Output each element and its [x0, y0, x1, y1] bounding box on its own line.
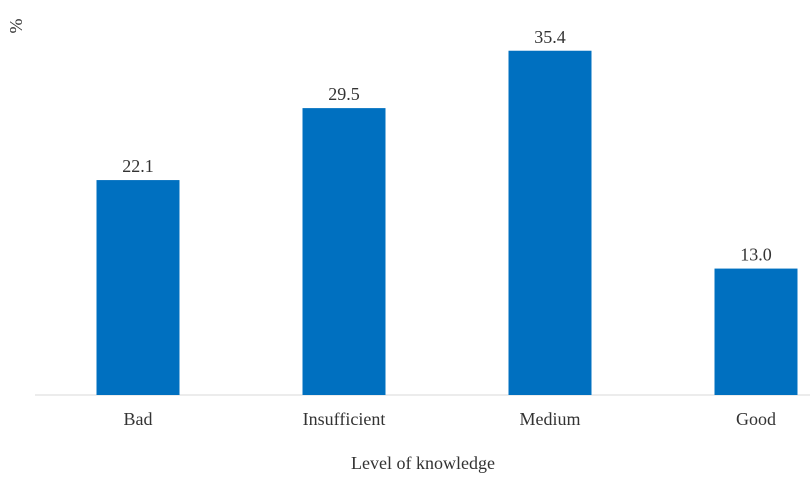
x-tick-label: Good	[736, 409, 776, 429]
value-label: 22.1	[122, 156, 154, 176]
x-tick-label: Insufficient	[303, 409, 386, 429]
y-axis-label: %	[6, 19, 26, 34]
x-tick-label: Medium	[520, 409, 581, 429]
value-label: 13.0	[740, 245, 772, 265]
bar	[508, 50, 592, 396]
bar	[714, 268, 798, 395]
value-label: 29.5	[328, 84, 360, 104]
x-axis-label: Level of knowledge	[351, 453, 495, 473]
bar	[96, 180, 180, 395]
x-tick-label: Bad	[124, 409, 153, 429]
bar	[302, 108, 386, 396]
value-label: 35.4	[534, 27, 566, 47]
